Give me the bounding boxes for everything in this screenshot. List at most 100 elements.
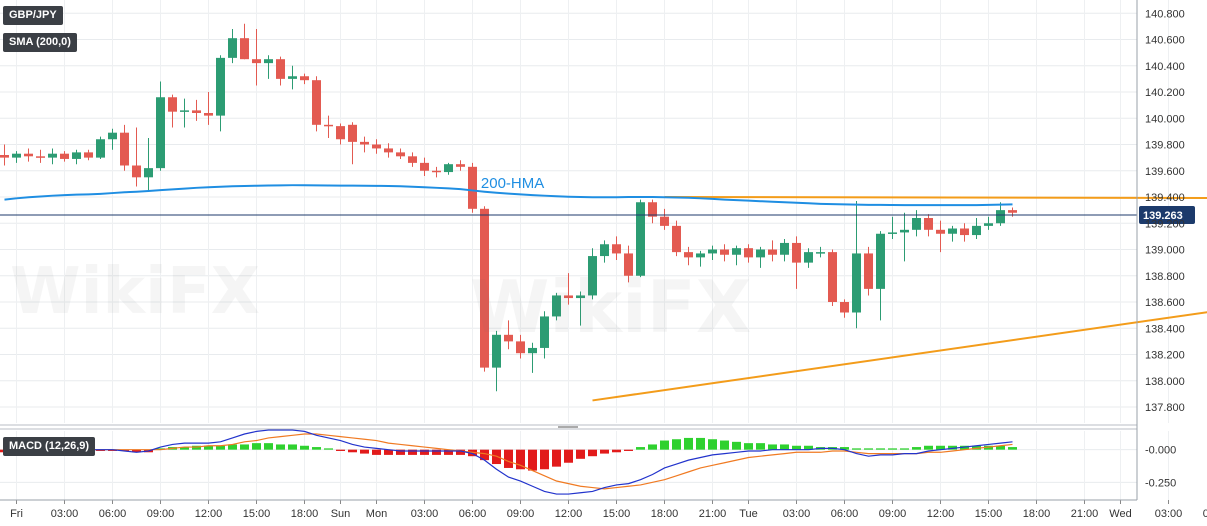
price-tick-label: 138.600 xyxy=(1145,297,1185,309)
candle-body xyxy=(348,124,357,142)
candle-body xyxy=(636,202,645,276)
macd-indicator-label[interactable]: MACD (12,26,9) xyxy=(3,437,96,456)
macd-histogram-bar xyxy=(288,444,297,450)
time-tick-label: Mon xyxy=(366,508,387,520)
candle-body xyxy=(108,132,117,140)
candle xyxy=(924,214,933,237)
time-tick-label: 15:00 xyxy=(975,508,1003,520)
candle-body xyxy=(60,153,69,159)
macd-histogram-bar xyxy=(636,447,645,450)
candle xyxy=(528,342,537,373)
macd-histogram-bar xyxy=(1008,447,1017,450)
price-tick-label: 140.200 xyxy=(1145,87,1185,99)
candle xyxy=(396,148,405,159)
macd-signal-line xyxy=(4,433,1013,490)
candle xyxy=(480,206,489,372)
candle xyxy=(900,212,909,262)
candle-body xyxy=(456,164,465,167)
time-tick-label: Fri xyxy=(10,508,23,520)
candle xyxy=(744,244,753,263)
macd-histogram-bar xyxy=(792,445,801,450)
candle xyxy=(936,220,945,253)
time-tick-label: 12:00 xyxy=(927,508,955,520)
macd-histogram-bar xyxy=(240,444,249,450)
macd-histogram-bar xyxy=(612,449,621,453)
candle-body xyxy=(84,152,93,158)
candle xyxy=(168,94,177,128)
candle-body xyxy=(588,256,597,296)
candle-body xyxy=(900,229,909,233)
trendlines xyxy=(592,196,1207,402)
macd-histogram-bar xyxy=(576,449,585,459)
symbol-label[interactable]: GBP/JPY xyxy=(3,6,63,25)
price-tick-label: 140.000 xyxy=(1145,113,1185,125)
candle-body xyxy=(36,156,45,158)
macd-histogram-bar xyxy=(780,444,789,450)
candle-body xyxy=(552,295,561,317)
time-tick-label: 03:00 xyxy=(783,508,811,520)
candle-body xyxy=(720,249,729,255)
candle xyxy=(240,23,249,60)
candle xyxy=(708,245,717,260)
candle xyxy=(804,248,813,268)
candle xyxy=(288,65,297,90)
macd-histogram-bar xyxy=(624,449,633,451)
candle-body xyxy=(600,244,609,257)
macd-histogram-bar xyxy=(408,449,417,455)
candle xyxy=(156,81,165,171)
candle xyxy=(180,98,189,128)
macd-histogram-bar xyxy=(684,437,693,450)
candle-body xyxy=(852,253,861,313)
candle xyxy=(456,160,465,171)
candle-body xyxy=(612,244,621,254)
candle-body xyxy=(360,141,369,145)
macd-histogram-bar xyxy=(528,449,537,471)
candle-body xyxy=(948,228,957,234)
macd-histogram-bar xyxy=(900,448,909,450)
macd-histogram-bar xyxy=(564,449,573,463)
hma-line xyxy=(4,184,1013,207)
candle-body xyxy=(960,228,969,236)
time-tick-label: 09:00 xyxy=(147,508,175,520)
candle xyxy=(672,220,681,257)
candle-body xyxy=(624,253,633,276)
macd-histogram-bar xyxy=(96,449,105,451)
candle xyxy=(264,55,273,79)
candle-body xyxy=(504,334,513,342)
price-tick-label: 139.200 xyxy=(1145,218,1185,230)
candle-body xyxy=(216,57,225,116)
macd-histogram-bar xyxy=(540,449,549,470)
macd-histogram-bar xyxy=(252,443,261,450)
candle-body xyxy=(156,97,165,169)
candle xyxy=(300,73,309,85)
time-tick-label: Sun xyxy=(331,508,351,520)
candle-body xyxy=(144,168,153,178)
last-price-value: 139.263 xyxy=(1143,210,1183,222)
macd-histogram-bar xyxy=(468,449,477,457)
macd-histogram-bar xyxy=(312,447,321,450)
candle-body xyxy=(1008,210,1017,213)
candle-body xyxy=(72,152,81,159)
candle-body xyxy=(480,208,489,368)
macd-histogram-bar xyxy=(132,449,141,453)
macd-histogram-bar xyxy=(348,449,357,453)
time-tick-label: 06:00 xyxy=(459,508,487,520)
price-tick-label: 140.600 xyxy=(1145,35,1185,47)
candle xyxy=(336,123,345,145)
candle xyxy=(852,200,861,329)
price-tick-label: 139.400 xyxy=(1145,192,1185,204)
candle-body xyxy=(288,76,297,79)
sma-indicator-label[interactable]: SMA (200,0) xyxy=(3,33,77,52)
candle-body xyxy=(384,148,393,153)
candle xyxy=(420,157,429,176)
macd-histogram-bar xyxy=(648,444,657,450)
candle xyxy=(840,299,849,318)
candle xyxy=(996,202,1005,226)
candle-body xyxy=(984,223,993,226)
candle-body xyxy=(576,295,585,299)
candle-body xyxy=(672,225,681,253)
macd-histogram-bar xyxy=(552,449,561,467)
candle-body xyxy=(96,139,105,158)
time-tick-label: 18:00 xyxy=(1023,508,1051,520)
